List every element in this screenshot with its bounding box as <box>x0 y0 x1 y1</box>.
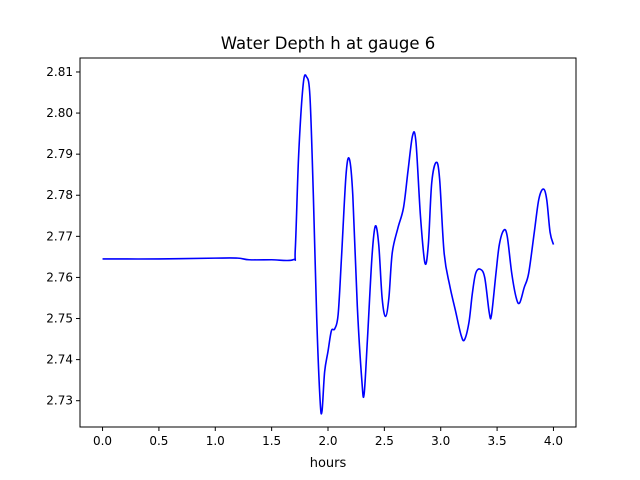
x-tick-label: 1.5 <box>262 434 281 448</box>
x-axis-ticks: 0.0 0.5 1.0 1.5 2.0 2.5 3.0 3.5 4.0 <box>93 427 563 448</box>
y-tick-label: 2.73 <box>46 394 73 408</box>
y-tick-label: 2.81 <box>46 65 73 79</box>
y-axis-ticks: 2.73 2.74 2.75 2.76 2.77 2.78 2.79 2.80 2.81 <box>46 65 80 408</box>
series-line <box>102 74 555 415</box>
y-tick-label: 2.75 <box>46 312 73 326</box>
y-tick-label: 2.76 <box>46 270 73 284</box>
x-tick-label: 2.0 <box>318 434 337 448</box>
y-tick-label: 2.78 <box>46 188 73 202</box>
chart-title: Water Depth h at gauge 6 <box>221 34 435 53</box>
plot-frame <box>79 57 577 428</box>
y-tick-label: 2.77 <box>46 229 73 243</box>
x-axis-label: hours <box>310 456 347 471</box>
x-tick-label: 1.0 <box>206 434 225 448</box>
series-lines <box>102 74 555 415</box>
x-tick-label: 4.0 <box>544 434 563 448</box>
x-tick-label: 2.5 <box>375 434 394 448</box>
x-tick-label: 0.0 <box>93 434 112 448</box>
plot-area: 0.0 0.5 1.0 1.5 2.0 2.5 3.0 3.5 4.0 2.73 2.74 2.75… <box>46 57 577 448</box>
y-tick-label: 2.79 <box>46 147 73 161</box>
y-tick-label: 2.74 <box>46 353 73 367</box>
x-tick-label: 3.5 <box>488 434 507 448</box>
x-tick-label: 3.0 <box>431 434 450 448</box>
y-tick-label: 2.80 <box>46 106 73 120</box>
x-tick-label: 0.5 <box>149 434 168 448</box>
